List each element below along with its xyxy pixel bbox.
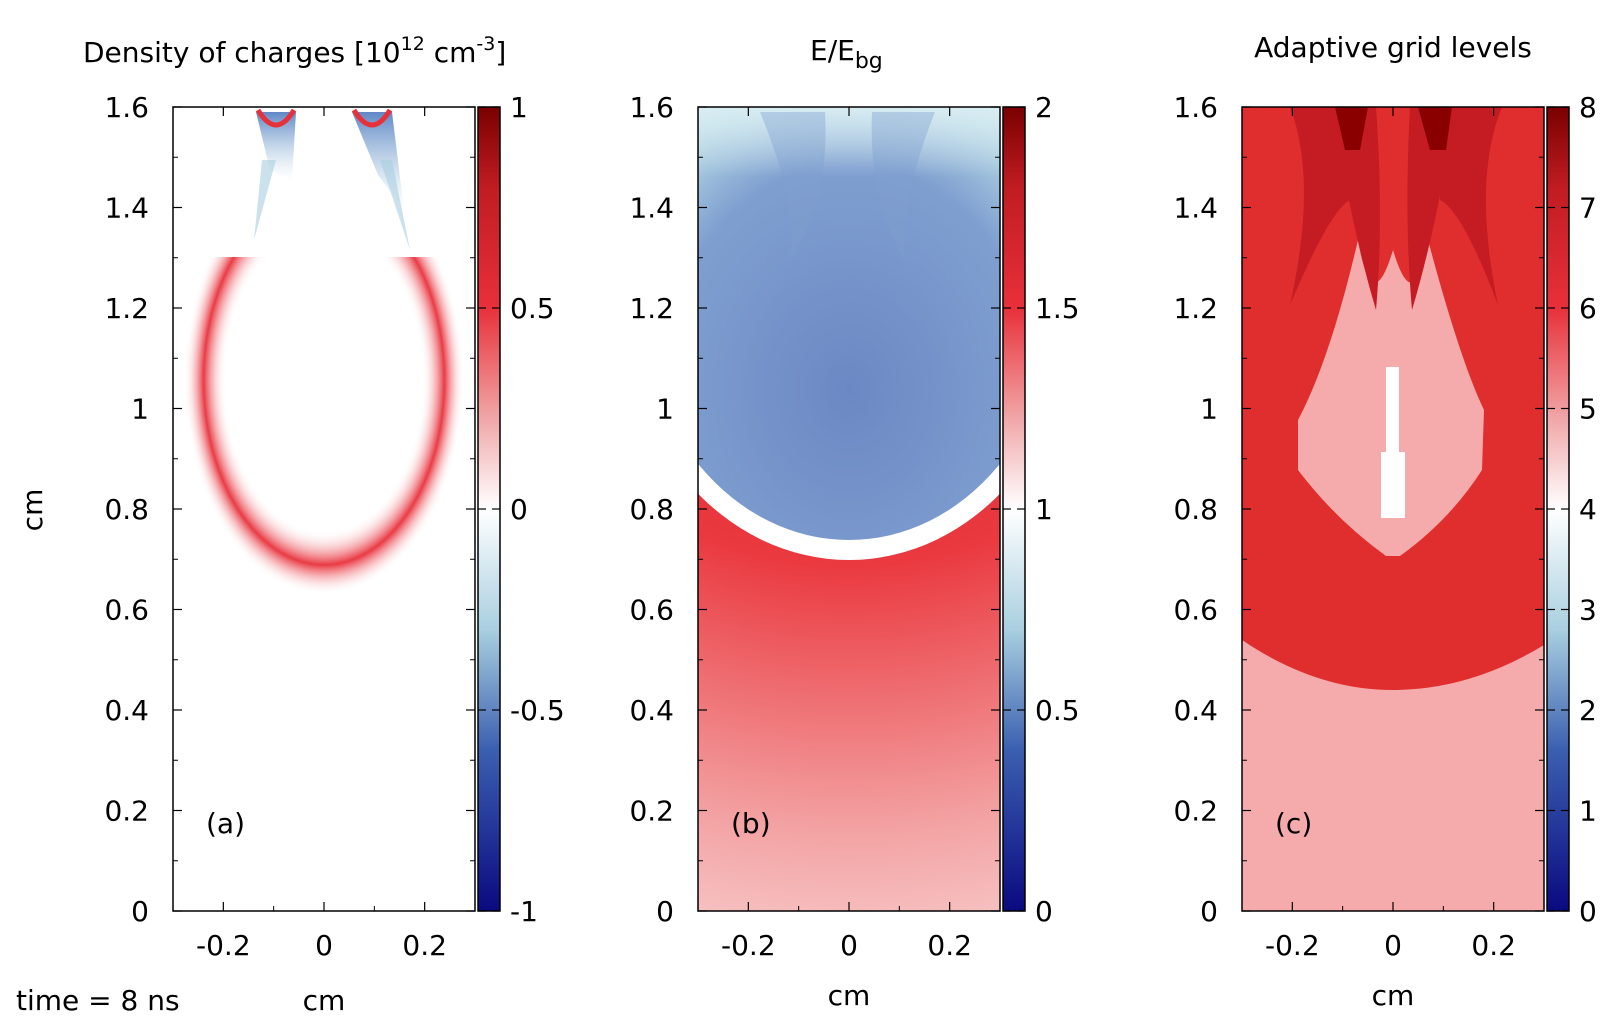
colorbar-tick-label: 1.5 — [1035, 292, 1080, 325]
xaxis-b: -0.2 0 0.2 — [697, 107, 1001, 962]
field-map — [698, 107, 1000, 911]
density-positive-shell — [184, 165, 464, 595]
colorbar-tick-label: 3 — [1579, 594, 1597, 627]
colorbar-tick-label: 0 — [510, 493, 528, 526]
field-head-right — [871, 112, 935, 260]
y-tick-label: 0.2 — [104, 795, 149, 828]
y-tick-label: 0 — [131, 895, 149, 928]
y-tick-label: 0 — [656, 895, 674, 928]
x-tick-label: -0.2 — [196, 929, 251, 962]
colorbar-a: -1 -0.5 0 0.5 1 — [477, 91, 565, 928]
yaxis-a: 0 0.2 0.4 0.6 0.8 1 1.2 1.4 1.6 — [104, 91, 475, 928]
x-tick-label: -0.2 — [721, 929, 776, 962]
colorbar-c: 0 1 2 3 4 5 6 7 8 — [1546, 91, 1597, 928]
y-tick-label: 1.4 — [1173, 192, 1218, 225]
xaxis-a: -0.2 0 0.2 — [172, 107, 476, 962]
density-tip-left — [255, 108, 297, 128]
y-tick-label: 1.2 — [1173, 292, 1218, 325]
y-tick-label: 0.2 — [1173, 795, 1218, 828]
y-tick-label: 1 — [1200, 393, 1218, 426]
grid-level-8-tip-left — [1335, 107, 1368, 150]
colorbar-tick-label: 1 — [510, 91, 528, 124]
grid-level-7-finger-right — [1438, 107, 1502, 305]
grid-level-7-finger-mid-left — [1332, 107, 1380, 310]
yaxis-b: 0 0.2 0.4 0.6 0.8 1 1.2 1.4 1.6 — [629, 91, 1000, 928]
density-tip-right — [351, 108, 393, 128]
title-b: E/Ebg — [810, 34, 883, 74]
panel-label-a: (a) — [206, 807, 245, 840]
colorbar-tick-label: 0 — [1035, 895, 1053, 928]
y-tick-label: 0.8 — [629, 493, 674, 526]
y-tick-label: 1.6 — [629, 91, 674, 124]
colorbar-tick-label: 2 — [1579, 694, 1597, 727]
panel-label-b: (b) — [731, 807, 771, 840]
y-tick-label: 1.2 — [629, 292, 674, 325]
colorbar-tick-label: 1 — [1579, 795, 1597, 828]
colorbar-tick-label: -1 — [510, 895, 538, 928]
y-tick-label: 1.6 — [1173, 91, 1218, 124]
xlabel-a: cm — [303, 984, 346, 1017]
colorbar-tick-label: 6 — [1579, 292, 1597, 325]
y-tick-label: 1 — [131, 393, 149, 426]
x-tick-label: 0 — [840, 929, 858, 962]
y-tick-label: 0.6 — [104, 594, 149, 627]
time-label: time = 8 ns — [16, 984, 180, 1017]
density-field — [173, 107, 475, 911]
colorbar-tick-label: 4 — [1579, 493, 1597, 526]
y-tick-label: 0 — [1200, 895, 1218, 928]
colorbar-tick-label: 1 — [1035, 493, 1053, 526]
title-a: Density of charges [1012 cm-3] — [83, 33, 506, 69]
xlabel-b: cm — [828, 979, 871, 1012]
field-screened-region — [698, 107, 1000, 540]
colorbar-tick-label: -0.5 — [510, 694, 565, 727]
y-tick-label: 0.6 — [1173, 594, 1218, 627]
colorbar-tick-label: 0.5 — [1035, 694, 1080, 727]
density-channel-tail-left — [254, 160, 276, 240]
y-tick-label: 0.4 — [629, 694, 674, 727]
yaxis-c: 0 0.2 0.4 0.6 0.8 1 1.2 1.4 1.6 — [1173, 91, 1544, 928]
y-tick-label: 1.6 — [104, 91, 149, 124]
colorbar-tick-label: 7 — [1579, 192, 1597, 225]
x-tick-label: 0 — [1384, 929, 1402, 962]
panel-label-c: (c) — [1275, 807, 1312, 840]
y-tick-label: 0.2 — [629, 795, 674, 828]
y-tick-label: 0.6 — [629, 594, 674, 627]
panel-grid-levels: 0 0.2 0.4 0.6 0.8 1 1.2 1.4 1.6 -0.2 0 0.2 Adaptiv… — [1173, 31, 1596, 1012]
colorbar-tick-label: 8 — [1579, 91, 1597, 124]
grid-level-map — [1242, 107, 1544, 911]
grid-level-4-axis-strip — [1386, 367, 1399, 457]
panel-density: 0 0.2 0.4 0.6 0.8 1 1.2 1.4 1.6 -0.2 0 0.2 Density… — [16, 33, 565, 1017]
y-tick-label: 1.4 — [629, 192, 674, 225]
grid-level-7-finger-left — [1290, 107, 1350, 305]
y-tick-label: 1.2 — [104, 292, 149, 325]
density-channel-tail-right — [380, 160, 410, 250]
density-negative-channel-left — [256, 112, 296, 180]
colorbar-b: 0 0.5 1 1.5 2 — [1002, 91, 1080, 928]
y-tick-label: 1.4 — [104, 192, 149, 225]
y-tick-label: 0.4 — [104, 694, 149, 727]
xaxis-c: -0.2 0 0.2 — [1241, 107, 1545, 962]
y-tick-label: 0.8 — [104, 493, 149, 526]
colorbar-tick-label: 5 — [1579, 393, 1597, 426]
grid-level-8-tip-right — [1418, 107, 1452, 150]
colorbar-tick-label: 0 — [1579, 895, 1597, 928]
y-tick-label: 0.8 — [1173, 493, 1218, 526]
x-tick-label: -0.2 — [1265, 929, 1320, 962]
colorbar-tick-label: 2 — [1035, 91, 1053, 124]
ylabel-a: cm — [16, 489, 49, 532]
x-tick-label: 0 — [315, 929, 333, 962]
grid-level-4-axis-block — [1381, 452, 1405, 518]
x-tick-label: 0.2 — [402, 929, 447, 962]
field-head-left — [760, 112, 826, 260]
x-tick-label: 0.2 — [1471, 929, 1516, 962]
panel-field: 0 0.2 0.4 0.6 0.8 1 1.2 1.4 1.6 -0.2 0 0.2 E/Ebg c… — [629, 34, 1080, 1012]
xlabel-c: cm — [1372, 979, 1415, 1012]
colorbar-tick-label: 0.5 — [510, 292, 555, 325]
y-tick-label: 1 — [656, 393, 674, 426]
x-tick-label: 0.2 — [927, 929, 972, 962]
y-tick-label: 0.4 — [1173, 694, 1218, 727]
title-c: Adaptive grid levels — [1254, 31, 1532, 64]
